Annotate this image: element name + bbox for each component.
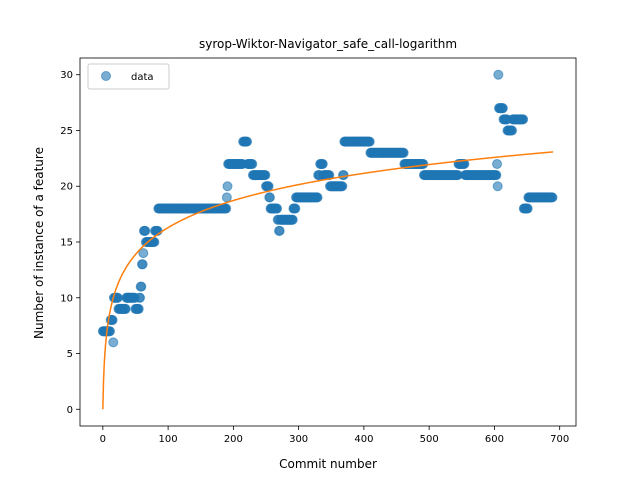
y-axis-label: Number of instance of a feature xyxy=(32,147,46,339)
y-tick-label: 5 xyxy=(67,349,73,360)
x-tick-label: 600 xyxy=(485,434,504,445)
data-point xyxy=(491,170,502,181)
data-point xyxy=(260,170,271,181)
fit-line xyxy=(102,151,554,410)
data-point xyxy=(263,181,274,192)
legend-frame xyxy=(87,63,170,90)
data-point xyxy=(287,214,298,225)
plot-area xyxy=(97,69,558,410)
data-point xyxy=(547,192,558,203)
y-tick-label: 20 xyxy=(60,182,73,193)
data-point xyxy=(507,125,518,136)
y-tick-label: 30 xyxy=(60,70,73,81)
x-tick-label: 200 xyxy=(224,434,243,445)
data-point xyxy=(312,192,323,203)
data-point xyxy=(274,225,285,236)
data-point xyxy=(522,203,533,214)
data-point xyxy=(290,203,301,214)
data-point xyxy=(138,248,149,259)
x-tick-label: 0 xyxy=(100,434,106,445)
data-point xyxy=(492,181,503,192)
x-tick-label: 300 xyxy=(289,434,308,445)
data-point xyxy=(518,114,529,125)
data-point xyxy=(337,181,348,192)
data-point xyxy=(221,192,232,203)
data-point xyxy=(133,303,144,314)
data-point xyxy=(222,181,233,192)
data-point xyxy=(459,158,470,169)
data-point xyxy=(398,147,409,158)
data-point xyxy=(140,225,151,236)
x-tick-label: 100 xyxy=(159,434,178,445)
data-point xyxy=(418,158,429,169)
y-tick-label: 15 xyxy=(60,238,73,249)
y-tick-label: 10 xyxy=(60,293,73,304)
data-point xyxy=(317,158,328,169)
data-point xyxy=(221,203,232,214)
legend-marker-data xyxy=(101,71,111,81)
axes: 0 100 200 300 400 500 600 700 0 5 10 15 20 25 30 xyxy=(60,57,577,445)
data-point xyxy=(338,170,349,181)
y-tick-label: 25 xyxy=(60,126,73,137)
data-point xyxy=(493,69,504,80)
data-point xyxy=(272,203,283,214)
x-axis-label: Commit number xyxy=(279,457,377,471)
x-tick-label: 400 xyxy=(354,434,373,445)
data-point xyxy=(137,259,148,270)
data-point xyxy=(247,158,258,169)
data-point xyxy=(264,192,275,203)
data-point xyxy=(108,337,119,348)
legend: data xyxy=(87,63,170,90)
data-point xyxy=(135,292,146,303)
data-point xyxy=(364,136,375,147)
data-point xyxy=(242,136,253,147)
data-point xyxy=(492,158,503,169)
x-tick-label: 700 xyxy=(550,434,569,445)
legend-label-data: data xyxy=(131,72,154,83)
data-point xyxy=(120,303,131,314)
y-tick-label: 0 xyxy=(67,405,73,416)
chart-title: syrop-Wiktor-Navigator_safe_call-logarit… xyxy=(199,37,457,51)
data-point xyxy=(497,103,508,114)
data-point xyxy=(136,281,147,292)
x-tick-label: 500 xyxy=(420,434,439,445)
